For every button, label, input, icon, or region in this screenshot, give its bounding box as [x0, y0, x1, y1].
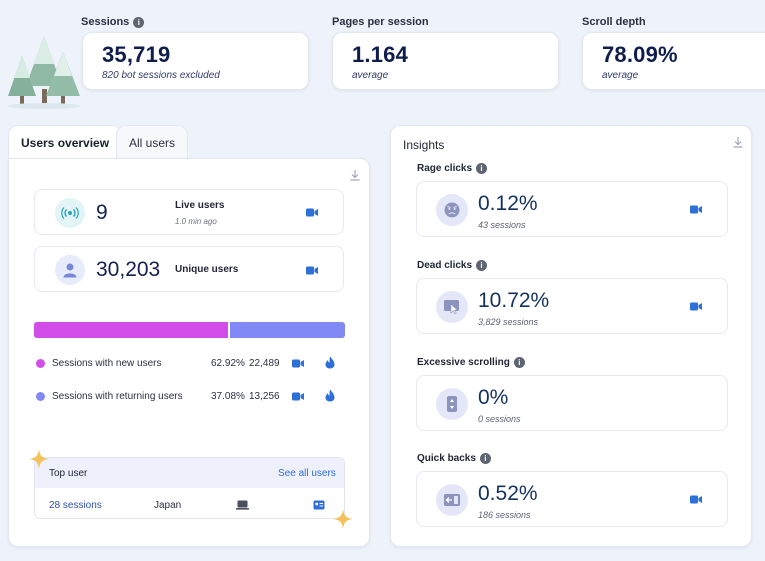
pages-per-session-label: Pages per session — [332, 16, 429, 28]
user-split-bar — [34, 322, 345, 338]
excessive-scrolling-sub: 0 sessions — [478, 414, 521, 424]
insights-title: Insights — [403, 138, 445, 152]
recordings-icon[interactable] — [690, 302, 702, 311]
recordings-icon[interactable] — [306, 208, 318, 217]
sessions-sub: 820 bot sessions excluded — [102, 70, 220, 81]
see-all-users-link[interactable]: See all users — [278, 468, 336, 479]
dead-clicks-label: Dead clicks i — [417, 260, 488, 271]
info-icon[interactable]: i — [476, 260, 488, 271]
quick-backs-label: Quick backs i — [417, 453, 491, 464]
download-icon[interactable] — [732, 136, 744, 148]
info-icon[interactable]: i — [133, 17, 145, 28]
returning-users-count: 13,256 — [249, 391, 280, 402]
quick-backs-sub: 186 sessions — [478, 510, 531, 520]
sessions-metric-card: 35,719 820 bot sessions excluded — [82, 32, 309, 90]
unique-users-label: Unique users — [175, 264, 239, 275]
download-icon[interactable] — [349, 169, 361, 181]
info-icon[interactable]: i — [479, 453, 491, 464]
sessions-value: 35,719 — [102, 42, 171, 67]
scroll-depth-value: 78.09% — [602, 42, 678, 67]
rage-clicks-sub: 43 sessions — [478, 220, 526, 230]
live-users-card[interactable]: 9 Live users 1.0 min ago — [34, 189, 344, 235]
insights-panel: Insights Rage clicks i 0.12% 43 sessions … — [390, 125, 752, 547]
heatmap-icon[interactable] — [325, 389, 335, 402]
excessive-scrolling-label: Excessive scrolling i — [417, 357, 525, 368]
back-arrow-icon — [436, 484, 468, 516]
cursor-screen-icon — [436, 291, 468, 323]
quick-backs-card[interactable]: 0.52% 186 sessions — [416, 471, 728, 527]
scroll-depth-sub: average — [602, 70, 639, 81]
recordings-icon[interactable] — [292, 392, 304, 401]
unique-users-value: 30,203 — [96, 258, 161, 281]
pages-per-session-sub: average — [352, 70, 389, 81]
sparkle-icon — [29, 449, 49, 469]
tab-users-overview[interactable]: Users overview — [8, 125, 123, 159]
rage-clicks-card[interactable]: 0.12% 43 sessions — [416, 181, 728, 237]
recordings-icon[interactable] — [292, 359, 304, 368]
top-user-card: Top user See all users 28 sessions Japan — [34, 457, 345, 519]
top-user-sessions[interactable]: 28 sessions — [49, 500, 102, 511]
top-user-title: Top user — [49, 468, 88, 479]
id-card-icon[interactable] — [313, 500, 325, 510]
user-icon — [55, 255, 85, 285]
recordings-icon[interactable] — [690, 205, 702, 214]
live-users-value: 9 — [96, 201, 108, 224]
desktop-icon — [236, 500, 249, 510]
info-icon[interactable]: i — [513, 357, 525, 368]
new-users-label: Sessions with new users — [52, 358, 162, 369]
sparkle-icon — [333, 509, 353, 529]
users-overview-panel: 9 Live users 1.0 min ago 30,203 Unique u… — [8, 158, 370, 547]
scroll-depth-label: Scroll depth — [582, 16, 646, 28]
live-users-sub: 1.0 min ago — [175, 217, 217, 226]
returning-users-percent: 37.08% — [211, 391, 245, 402]
recordings-icon[interactable] — [306, 266, 318, 275]
pages-per-session-card: 1.164 average — [332, 32, 559, 90]
dead-clicks-sub: 3,829 sessions — [478, 317, 539, 327]
tab-all-users[interactable]: All users — [116, 125, 189, 159]
recordings-icon[interactable] — [690, 495, 702, 504]
angry-face-icon — [436, 194, 468, 226]
scroll-icon — [436, 388, 468, 420]
live-users-label: Live users — [175, 200, 225, 211]
new-users-count: 22,489 — [249, 358, 280, 369]
top-user-country: Japan — [154, 500, 182, 511]
dead-clicks-value: 10.72% — [478, 289, 550, 312]
top-user-header — [35, 458, 344, 488]
info-icon[interactable]: i — [476, 163, 488, 174]
excessive-scrolling-card[interactable]: 0% 0 sessions — [416, 375, 728, 431]
new-users-dot — [36, 359, 45, 368]
sessions-metric-label: Sessions i — [81, 16, 145, 28]
pages-per-session-value: 1.164 — [352, 42, 409, 67]
returning-users-dot — [36, 392, 45, 401]
scroll-depth-card: 78.09% average — [582, 32, 765, 90]
quick-backs-value: 0.52% — [478, 482, 538, 505]
returning-users-label: Sessions with returning users — [52, 391, 183, 402]
rage-clicks-value: 0.12% — [478, 192, 538, 215]
dead-clicks-card[interactable]: 10.72% 3,829 sessions — [416, 278, 728, 334]
heatmap-icon[interactable] — [325, 356, 335, 369]
excessive-scrolling-value: 0% — [478, 386, 509, 409]
new-users-bar-segment[interactable] — [34, 322, 230, 338]
snowy-trees-illustration — [8, 36, 80, 109]
rage-clicks-label: Rage clicks i — [417, 163, 488, 174]
new-users-percent: 62.92% — [211, 358, 245, 369]
unique-users-card[interactable]: 30,203 Unique users — [34, 246, 344, 292]
returning-users-row: Sessions with returning users 37.08% 13,… — [34, 389, 354, 405]
new-users-row: Sessions with new users 62.92% 22,489 — [34, 356, 354, 372]
live-signal-icon — [55, 198, 85, 228]
